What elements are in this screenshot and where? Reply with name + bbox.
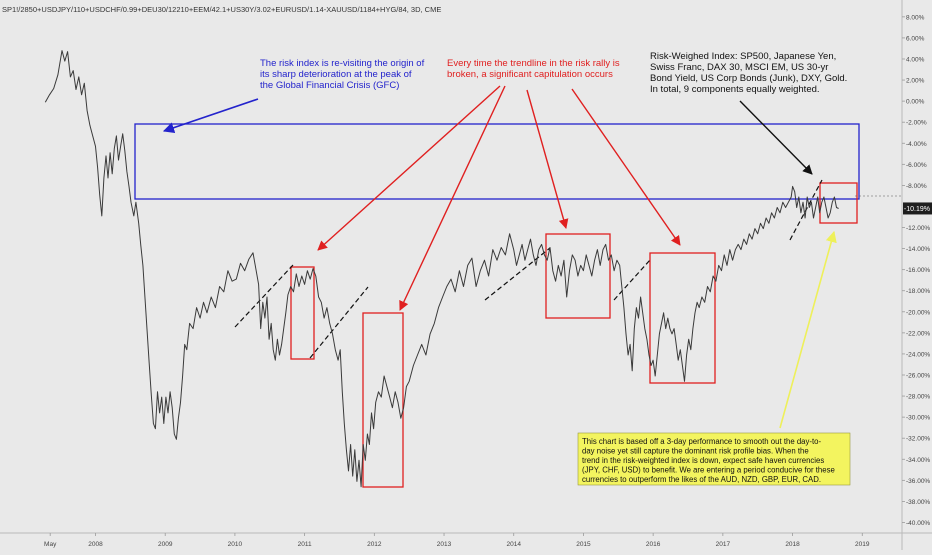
y-tick-label: -32.00% [906,436,930,443]
x-tick-label: 2018 [785,541,800,548]
black-note-line-1: Risk-Weighed Index: SP500, Japanese Yen, [650,51,836,62]
capitulation-box-2015 [649,252,716,384]
black-note-line-4: In total, 9 components equally weighted. [650,84,820,95]
capitulation-box-2010 [290,266,315,360]
y-tick-label: -2.00% [906,120,927,127]
capitulation-box-2011 [362,312,404,488]
y-tick-label: 4.00% [906,56,925,63]
trendline-2013 [484,247,551,301]
yellow-note-line-3: trend in the risk-weighted index is down… [582,456,824,465]
x-tick-label: 2015 [576,541,591,548]
current-value-badge [903,202,932,215]
current-capitulation-box [819,182,858,224]
y-tick-label: -20.00% [906,309,930,316]
y-tick-label: -30.00% [906,415,930,422]
blue-annotation: The risk index is re-visiting the origin… [162,58,425,134]
red-arrow-1 [317,85,501,251]
blue-note-line-3: the Global Financial Crisis (GFC) [260,80,399,91]
x-tick-label: 2016 [646,541,661,548]
black-arrow [739,100,813,175]
trendline-2015 [613,259,651,301]
y-tick-label: -6.00% [906,162,927,169]
y-tick-label: -28.00% [906,394,930,401]
red-arrow-3 [526,89,569,229]
y-tick-label: 0.00% [906,99,925,106]
x-tick-label: 2011 [298,541,312,548]
x-tick-label: 2012 [367,541,382,548]
black-annotation: Risk-Weighed Index: SP500, Japanese Yen,… [650,51,847,175]
yellow-note-line-5: currencies to outperform the likes of th… [582,475,821,484]
y-tick-label: -34.00% [906,457,930,464]
x-axis: May 2008 2009 2010 2011 2012 2013 2014 2015 2016 2… [44,533,870,548]
x-tick-label: 2008 [88,541,103,548]
black-note-line-3: Bond Yield, US Corp Bonds (Junk), DXY, G… [650,73,847,84]
trendline-2010 [309,286,369,359]
yellow-note-line-1: This chart is based off a 3-day performa… [582,437,821,446]
y-tick-label: -24.00% [906,351,930,358]
x-tick-label: 2010 [228,541,243,548]
yellow-note-line-4: (JPY, CHF, USD) to benefit. We are enter… [582,466,835,475]
x-tick-label: 2009 [158,541,173,548]
x-tick-label: May [44,541,57,548]
y-tick-label: -38.00% [906,499,930,506]
y-tick-label: -4.00% [906,141,927,148]
x-tick-label: 2014 [507,541,522,548]
red-note-line-1: Every time the trendline in the risk ral… [447,58,620,69]
y-tick-label: -22.00% [906,330,930,337]
x-tick-label: 2017 [716,541,731,548]
blue-note-line-1: The risk index is re-visiting the origin… [260,58,425,69]
y-tick-label: -36.00% [906,478,930,485]
y-tick-label: -14.00% [906,246,930,253]
yellow-note-box [577,432,851,486]
y-tick-label: 2.00% [906,78,925,85]
red-note-line-2: broken, a significant capitulation occur… [447,69,613,80]
y-axis: 8.00% 6.00% 4.00% 2.00% 0.00% -2.00% -4.00% -6.… [902,14,930,527]
y-tick-label: -26.00% [906,372,930,379]
current-value-label: -10.19% [904,206,930,213]
yellow-arrow [779,230,837,429]
capitulation-box-2014 [545,233,611,319]
y-tick-label: 8.00% [906,14,925,21]
y-tick-label: -16.00% [906,267,930,274]
current-value-tag: -10.19% [855,195,932,215]
y-tick-label: 6.00% [906,35,925,42]
yellow-annotation: This chart is based off a 3-day performa… [577,230,851,486]
y-tick-label: -8.00% [906,183,927,190]
trendline-2009 [234,264,294,328]
red-arrow-4 [571,88,681,246]
yellow-note-line-2: day noise yet still capture the dominant… [582,447,809,456]
blue-arrow [162,98,259,134]
y-tick-label: -18.00% [906,288,930,295]
red-annotation: Every time the trendline in the risk ral… [317,58,681,311]
x-tick-label: 2019 [855,541,870,548]
y-tick-label: -12.00% [906,225,930,232]
chart-title: SP1!/2850+USDJPY/110+USDCHF/0.99+DEU30/1… [2,5,441,14]
gfc-zone-box [134,123,860,200]
blue-note-line-2: its sharp deterioration at the peak of [260,69,412,80]
black-note-line-2: Swiss Franc, DAX 30, MSCI EM, US 30-yr [650,62,828,73]
series-line [44,50,839,488]
x-tick-label: 2013 [437,541,452,548]
red-arrow-2 [399,85,506,311]
y-tick-label: -40.00% [906,520,930,527]
